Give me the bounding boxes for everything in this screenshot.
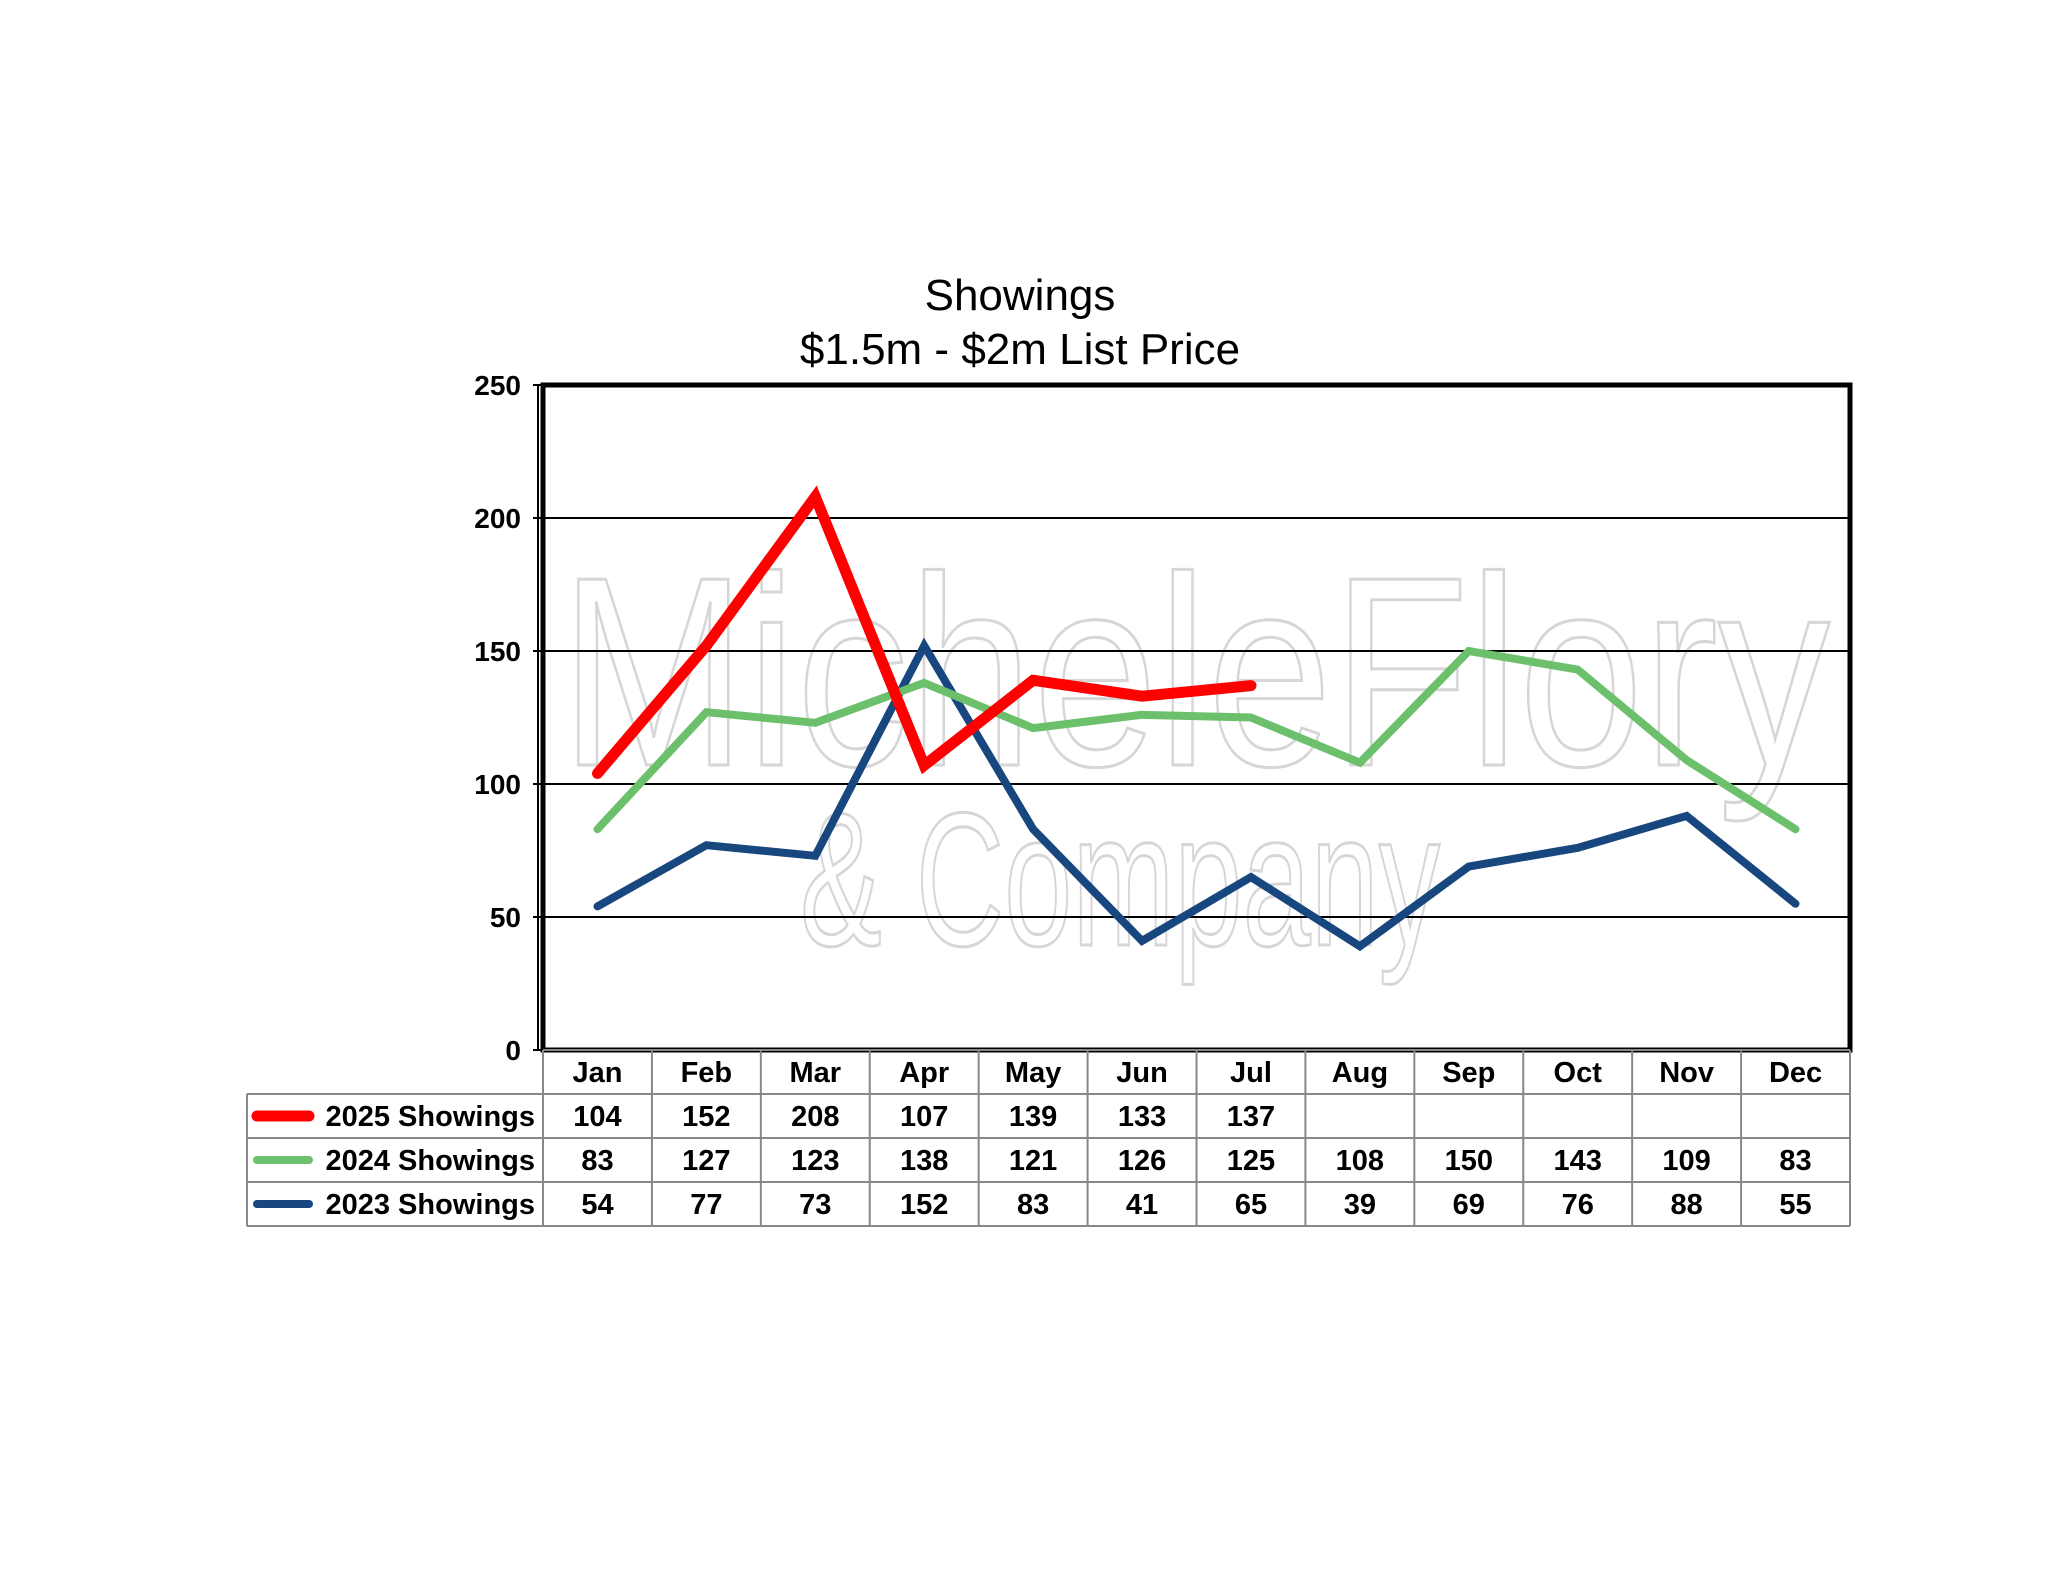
table-cell-value: 65 (1235, 1189, 1267, 1221)
x-category-label: Mar (790, 1057, 842, 1089)
y-tick-label: 250 (474, 370, 521, 401)
table-cell-value: 104 (573, 1101, 621, 1133)
x-category-label: Dec (1769, 1057, 1822, 1089)
company-logo-watermark: MicheleFlory & Company (559, 521, 1832, 988)
legend-label: 2024 Showings (325, 1145, 535, 1177)
x-category-label: Jun (1116, 1057, 1168, 1089)
gridlines (543, 517, 1850, 918)
y-tick-label: 50 (490, 902, 521, 933)
table-cell-value: 123 (791, 1145, 839, 1177)
x-category-label: Feb (681, 1057, 733, 1089)
table-cell-value: 109 (1662, 1145, 1710, 1177)
table-cell-value: 127 (682, 1145, 730, 1177)
table-cell-value: 152 (682, 1101, 730, 1133)
table-cell-value: 83 (581, 1145, 613, 1177)
table-cell-value: 125 (1227, 1145, 1275, 1177)
series-line-2023-showings (593, 637, 1800, 952)
table-cell-value: 139 (1009, 1101, 1057, 1133)
table-cell-value: 108 (1336, 1145, 1384, 1177)
x-category-label: Apr (899, 1057, 949, 1089)
table-cell-value: 83 (1017, 1189, 1049, 1221)
table-cell-value: 55 (1779, 1189, 1811, 1221)
table-cell-value: 83 (1779, 1145, 1811, 1177)
data-table: Jan Feb Mar Apr May Jun Jul Aug Sep Oct Nov Dec 2025… (246, 1049, 1851, 1227)
table-cell-value: 126 (1118, 1145, 1166, 1177)
table-cell-value: 107 (900, 1101, 948, 1133)
table-cell-value: 121 (1009, 1145, 1057, 1177)
table-cell-value: 41 (1126, 1189, 1158, 1221)
chart-title: Showings (925, 271, 1116, 320)
table-cell-value: 138 (900, 1145, 948, 1177)
table-cell-value: 137 (1227, 1101, 1275, 1133)
y-tick-label: 150 (474, 636, 521, 667)
legend-label: 2025 Showings (325, 1101, 535, 1133)
table-cell-value: 88 (1670, 1189, 1702, 1221)
series-line-2025-showings (592, 485, 1257, 779)
table-cell-value: 150 (1445, 1145, 1493, 1177)
y-axis-ticks: 0 50 100 150 200 250 (474, 370, 543, 1066)
table-cell-value: 208 (791, 1101, 839, 1133)
table-cell-value: 73 (799, 1189, 831, 1221)
table-cell-value: 133 (1118, 1101, 1166, 1133)
legend-label: 2023 Showings (325, 1189, 535, 1221)
x-category-label: Nov (1659, 1057, 1714, 1089)
x-category-label: Jul (1230, 1057, 1272, 1089)
table-cell-value: 77 (690, 1189, 722, 1221)
watermark-line-1: MicheleFlory (560, 522, 1830, 824)
x-category-label: Oct (1554, 1057, 1603, 1089)
series-line-2024-showings (593, 646, 1800, 834)
table-cell-value: 143 (1554, 1145, 1602, 1177)
y-tick-label: 200 (474, 503, 521, 534)
series-lines (592, 485, 1800, 952)
table-cell-value: 76 (1562, 1189, 1594, 1221)
x-category-label: Sep (1442, 1057, 1495, 1089)
y-tick-label: 0 (505, 1035, 521, 1066)
table-cell-value: 39 (1344, 1189, 1376, 1221)
y-tick-label: 100 (474, 769, 521, 800)
watermark-line-2: & Company (800, 774, 1440, 986)
chart-subtitle: $1.5m - $2m List Price (800, 325, 1240, 374)
x-category-label: Aug (1332, 1057, 1388, 1089)
table-cell-value: 152 (900, 1189, 948, 1221)
x-category-label: Jan (572, 1057, 622, 1089)
table-cell-value: 69 (1453, 1189, 1485, 1221)
x-category-label: May (1005, 1057, 1061, 1089)
table-cell-value: 54 (581, 1189, 613, 1221)
